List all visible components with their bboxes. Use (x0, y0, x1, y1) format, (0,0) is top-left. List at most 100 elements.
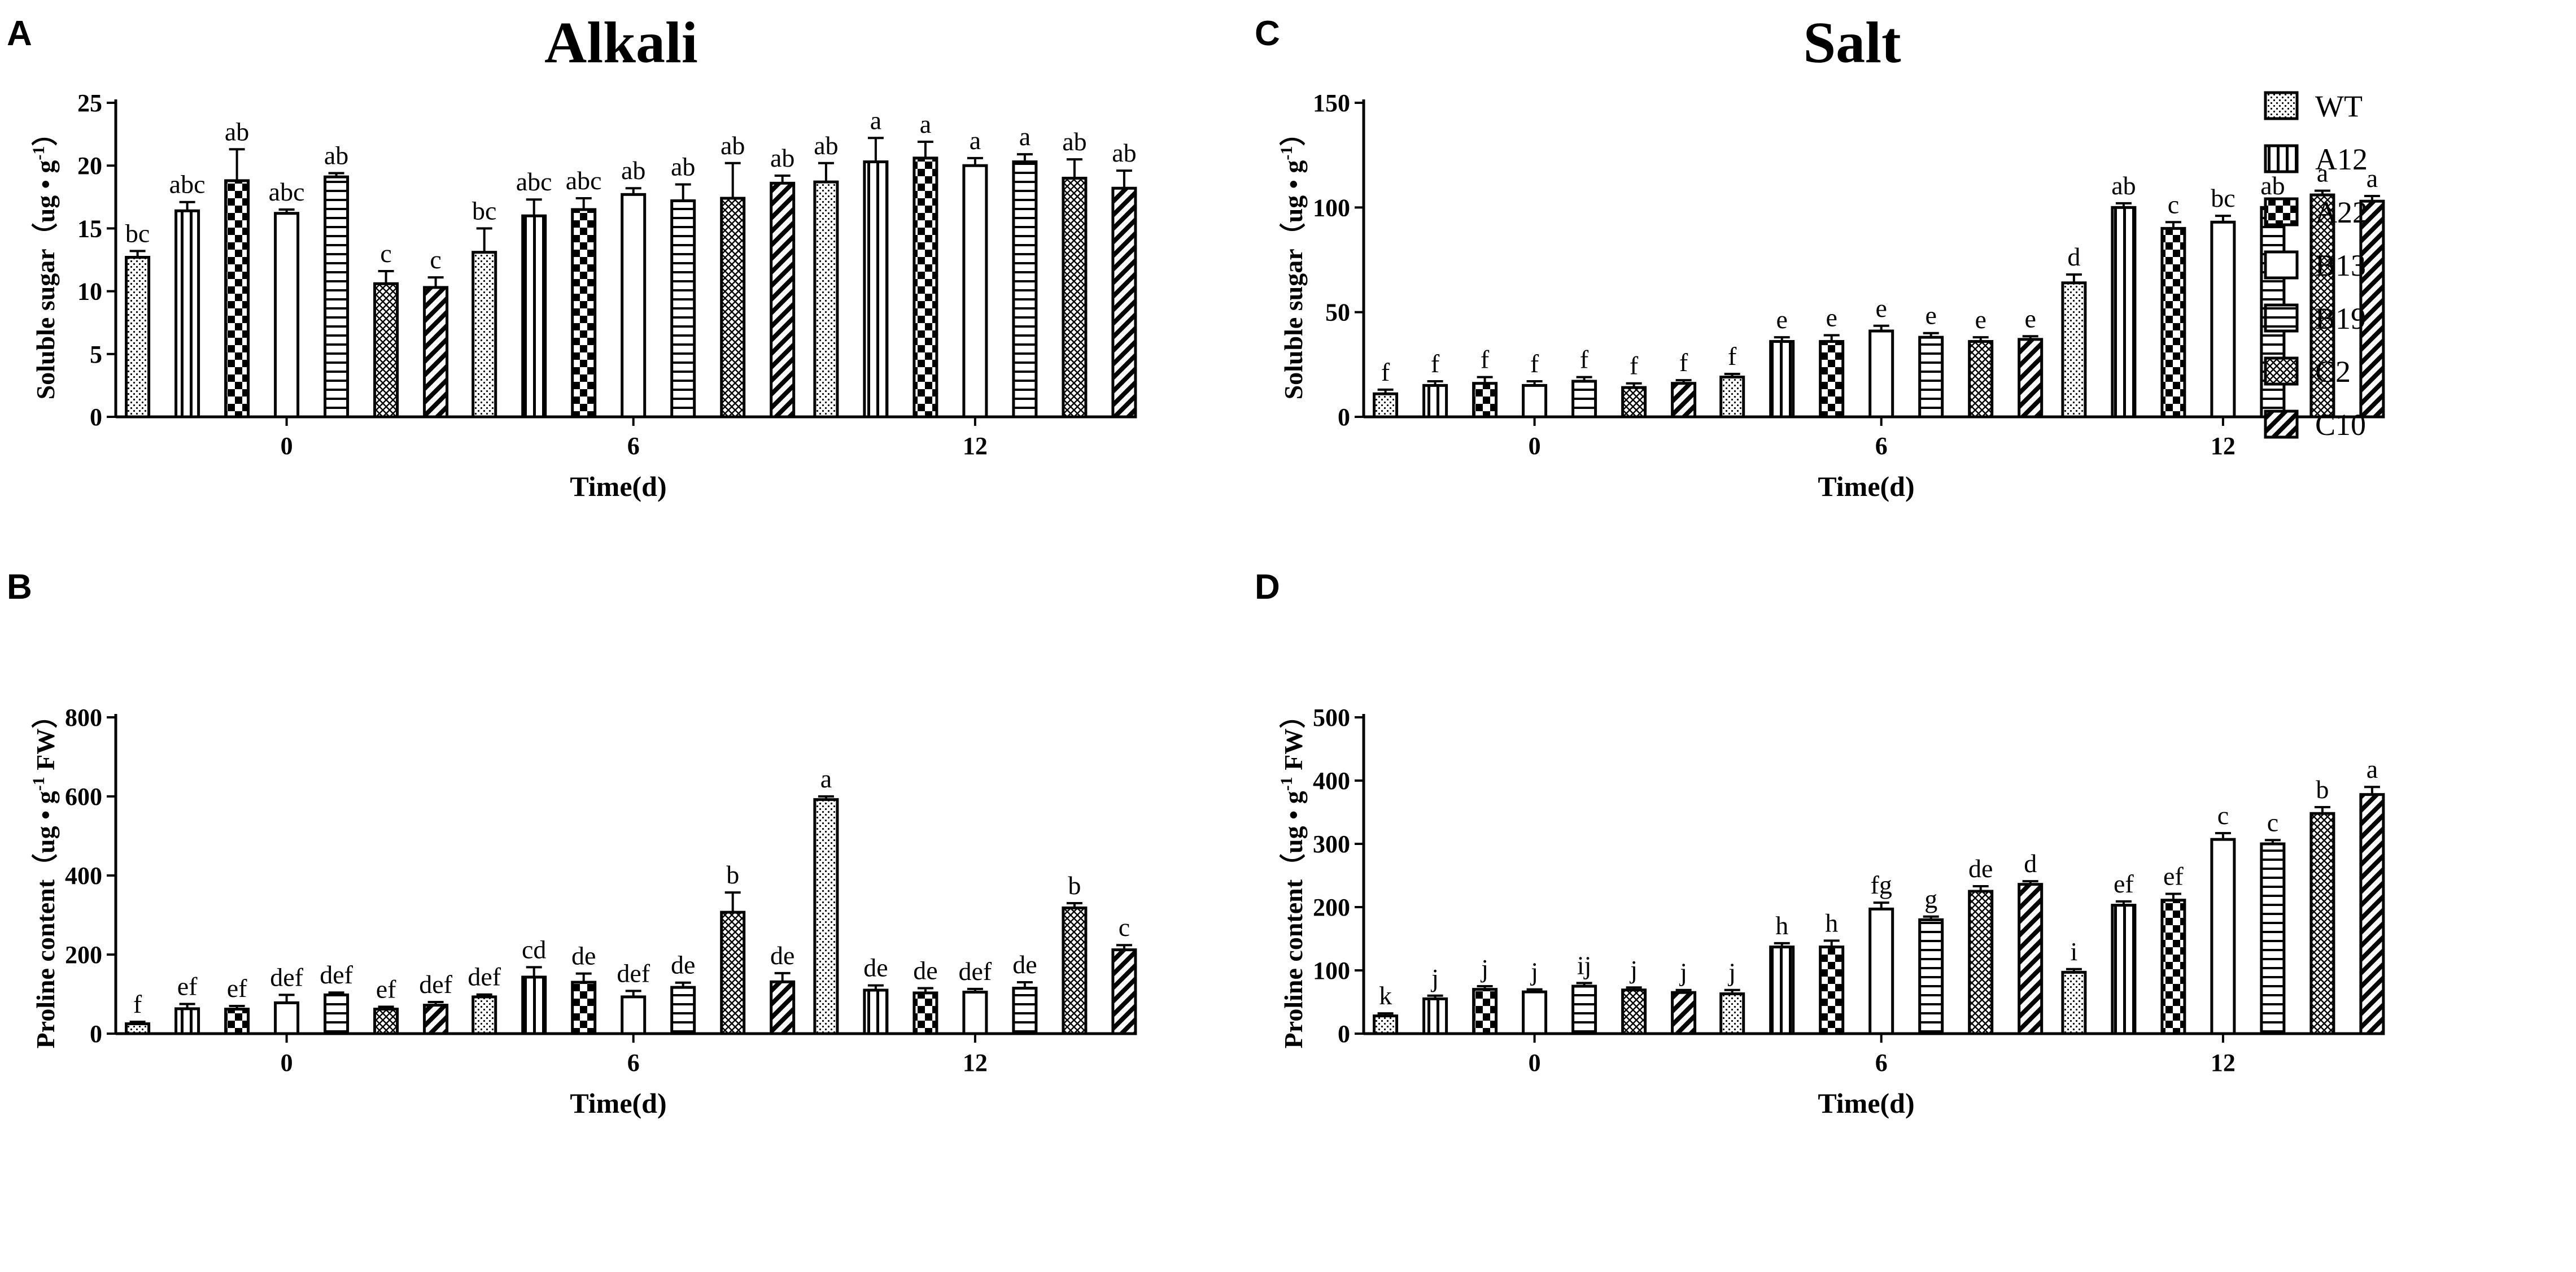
significance-label: i (2071, 937, 2078, 966)
significance-label: c (2168, 190, 2179, 219)
significance-label: e (1975, 305, 1986, 334)
bar-A12-day0 (1422, 384, 1448, 419)
bar-B13-day6 (621, 193, 647, 419)
x-tick-label: 12 (963, 1049, 988, 1077)
bar-B19-day12 (2260, 842, 2286, 1035)
y-tick-label: 200 (1313, 894, 1350, 921)
bar-A22-day6 (571, 208, 597, 419)
y-tick-label: 0 (1338, 1020, 1350, 1048)
chart-title: Salt (1803, 10, 1901, 75)
significance-label: a (2367, 755, 2378, 783)
chart-panel-B: B 0 200 400 600 800 0 6 12 Time(d) Proline content… (7, 568, 1137, 1119)
bar-B19-day6 (670, 986, 696, 1035)
bar-C2-day12 (1062, 176, 1088, 419)
significance-label: de (571, 942, 596, 970)
y-tick-label: 800 (65, 704, 102, 731)
bar-WT-day12 (813, 180, 839, 419)
y-tick-label: 100 (1313, 194, 1350, 221)
bar-C2-day0 (373, 282, 399, 419)
significance-label: d (2024, 849, 2037, 878)
y-tick-label: 400 (1313, 767, 1350, 795)
bar-B19-day12 (1012, 987, 1038, 1035)
significance-label: e (1925, 301, 1936, 330)
bar-WT-day0 (1373, 1014, 1399, 1035)
significance-label: bc (2211, 184, 2235, 212)
x-tick-label: 12 (2211, 432, 2236, 460)
bar-B19-day0 (324, 175, 350, 419)
significance-label: ab (671, 153, 695, 181)
bar-WT-day12 (2061, 970, 2087, 1035)
panel-letter: B (7, 568, 32, 607)
bar-B13-day12 (962, 164, 988, 419)
bar-C2-day6 (1968, 340, 1994, 419)
bar-C10-day0 (423, 286, 449, 419)
significance-label: f (1630, 351, 1639, 380)
bar-A12-day12 (863, 988, 889, 1035)
significance-label: bc (125, 219, 150, 247)
bar-C2-day12 (1062, 906, 1088, 1035)
significance-label: def (468, 962, 501, 991)
significance-label: abc (269, 177, 305, 206)
significance-label: b (1068, 871, 1081, 900)
bar-B19-day12 (1012, 160, 1038, 419)
bar-A22-day0 (224, 1008, 250, 1035)
x-tick-label: 12 (963, 432, 988, 460)
bar-C10-day12 (2359, 793, 2385, 1035)
significance-label: f (1679, 348, 1688, 377)
bar-B13-day0 (1522, 384, 1548, 419)
significance-label: ab (721, 131, 745, 160)
significance-label: a (920, 110, 931, 138)
significance-label: f (1431, 349, 1440, 378)
x-tick-label: 6 (627, 1049, 640, 1077)
significance-label: e (1826, 303, 1837, 332)
y-axis-label: Soluble sugar（ug • g-1） (29, 120, 60, 400)
bar-WT-day0 (125, 1022, 151, 1035)
legend: WT A12 A22 B13 B19 C2 C10 (2264, 89, 2368, 442)
bar-C2-day12 (2309, 812, 2335, 1035)
bar-A22-day6 (1819, 946, 1845, 1035)
significance-label: j (1727, 958, 1736, 987)
bar-B13-day0 (274, 212, 300, 419)
significance-label: j (1629, 955, 1638, 984)
significance-label: j (1480, 954, 1488, 983)
bar-C10-day0 (423, 1004, 449, 1035)
significance-label: h (1825, 908, 1838, 937)
chart-panel-C: C Salt 0 50 100 150 0 6 12 Time(d) Soluble sugar（u… (1255, 10, 2385, 502)
significance-label: ab (2260, 171, 2285, 200)
legend-label-C2: C2 (2315, 355, 2351, 389)
significance-label: def (959, 957, 992, 986)
bar-C2-day0 (373, 1008, 399, 1035)
legend-label-A22: A22 (2315, 195, 2368, 229)
bar-A12-day6 (1769, 340, 1795, 419)
bar-A12-day12 (2111, 904, 2137, 1035)
bar-WT-day0 (125, 256, 151, 419)
significance-label: bc (472, 196, 496, 225)
legend-label-WT: WT (2315, 89, 2363, 123)
significance-label: abc (169, 170, 206, 199)
x-tick-label: 6 (1875, 1049, 1888, 1077)
significance-label: ab (2111, 171, 2136, 200)
chart-panel-D: D 0 100 200 300 400 500 0 6 12 Time(d) Proline cont… (1255, 568, 2385, 1119)
bar-A22-day6 (571, 981, 597, 1035)
bar-C10-day0 (1671, 382, 1697, 419)
legend-swatch-C10 (2264, 410, 2299, 439)
bar-A12-day6 (521, 975, 547, 1035)
bar-B13-day12 (962, 991, 988, 1035)
significance-label: c (2267, 808, 2278, 837)
x-tick-label: 12 (2211, 1049, 2236, 1077)
legend-label-A12: A12 (2315, 142, 2368, 176)
bar-WT-day12 (813, 798, 839, 1035)
y-tick-label: 10 (77, 278, 102, 306)
y-tick-label: 0 (90, 1020, 102, 1048)
significance-label: ij (1577, 951, 1592, 979)
bar-B13-day12 (2210, 838, 2236, 1035)
x-tick-label: 6 (627, 432, 640, 460)
bar-C10-day0 (1671, 991, 1697, 1035)
panel-letter: C (1255, 14, 1280, 53)
x-axis-label: Time(d) (570, 1087, 666, 1119)
significance-label: de (671, 951, 695, 979)
y-tick-label: 15 (77, 215, 102, 242)
significance-label: a (820, 764, 832, 793)
bar-C10-day6 (2018, 883, 2044, 1035)
